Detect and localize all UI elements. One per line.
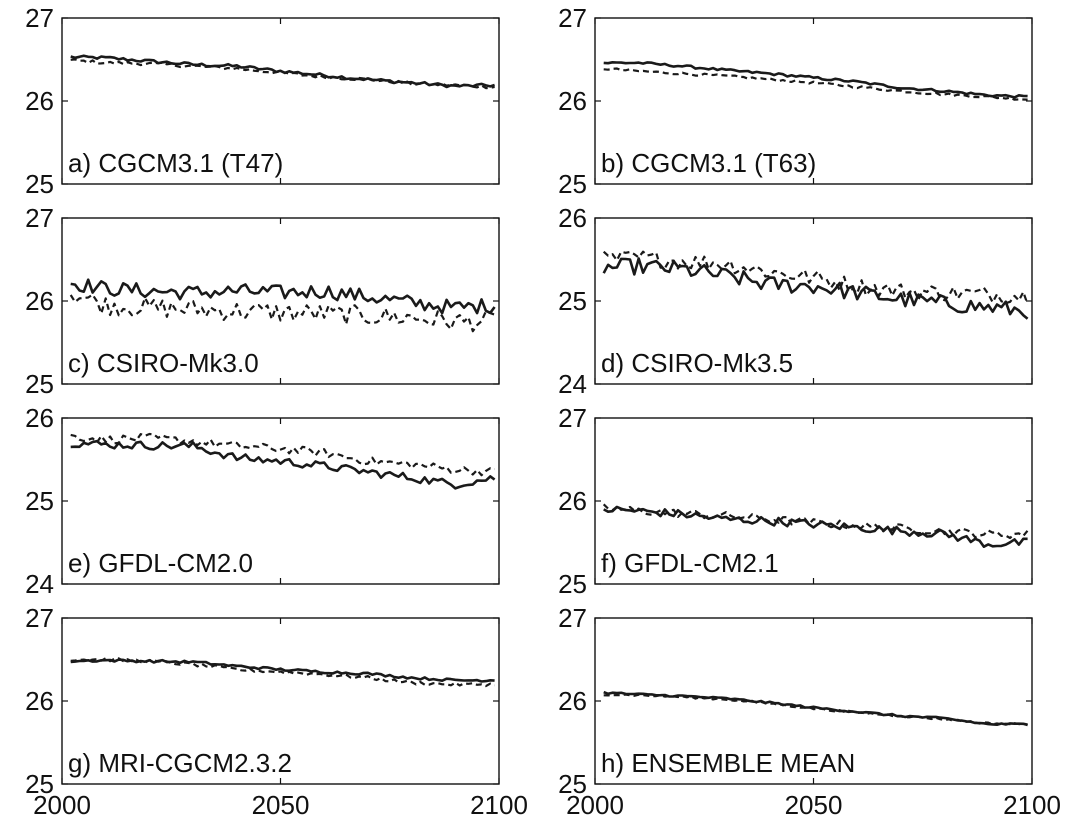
series-line-dashed — [603, 67, 1028, 101]
y-tick-label: 26 — [558, 203, 587, 233]
panel-h: 25 26 27 2000 2050 2100 h) ENSEMBLE MEAN — [558, 603, 1061, 820]
y-tick-label: 24 — [25, 569, 54, 599]
panel-b: 25 26 27 b) CGCM3.1 (T63) — [558, 3, 1033, 199]
series-line-dashed — [602, 250, 1029, 305]
x-tick-label: 2100 — [1003, 790, 1061, 820]
series-line-solid — [602, 257, 1029, 320]
y-tick-label: 27 — [25, 3, 54, 33]
panel-d: 24 25 26 d) CSIRO-Mk3.5 — [558, 203, 1033, 399]
y-tick-label: 25 — [558, 569, 587, 599]
y-tick-label: 25 — [558, 769, 587, 799]
x-tick-label: 2050 — [252, 790, 310, 820]
panel-label: c) CSIRO-Mk3.0 — [68, 348, 259, 378]
panel-label: f) GFDL-CM2.1 — [601, 548, 779, 578]
series-line-dashed — [602, 503, 1029, 540]
series-line-dashed — [603, 693, 1028, 727]
y-tick-label: 25 — [25, 369, 54, 399]
panel-label: g) MRI-CGCM2.3.2 — [68, 748, 292, 778]
panel-f: 25 26 27 f) GFDL-CM2.1 — [558, 403, 1033, 599]
panel-label: b) CGCM3.1 (T63) — [601, 148, 816, 178]
y-tick-label: 26 — [558, 686, 587, 716]
y-tick-label: 26 — [25, 86, 54, 116]
y-tick-label: 25 — [558, 286, 587, 316]
panel-e: 24 25 26 e) GFDL-CM2.0 — [25, 403, 500, 599]
series-line-solid — [603, 61, 1028, 99]
y-tick-label: 27 — [558, 403, 587, 433]
y-tick-label: 25 — [25, 769, 54, 799]
y-tick-label: 25 — [25, 169, 54, 199]
series-line-solid — [603, 505, 1028, 548]
panel-a: 25 26 27 a) CGCM3.1 (T47) — [25, 3, 500, 199]
panel-g: 25 26 27 2000 2050 2100 g) MRI-CGCM2.3.2 — [25, 603, 528, 820]
x-tick-label: 2000 — [33, 790, 91, 820]
y-tick-label: 26 — [25, 686, 54, 716]
y-tick-label: 25 — [558, 169, 587, 199]
y-tick-label: 25 — [25, 486, 54, 516]
panel-label: a) CGCM3.1 (T47) — [68, 148, 283, 178]
y-tick-label: 27 — [558, 3, 587, 33]
y-tick-label: 26 — [558, 86, 587, 116]
series-line-dashed — [70, 657, 496, 688]
series-line-dashed — [70, 432, 495, 477]
series-line-solid — [70, 439, 496, 490]
panel-c: 25 26 27 c) CSIRO-Mk3.0 — [25, 203, 500, 399]
panel-label: h) ENSEMBLE MEAN — [601, 748, 855, 778]
y-tick-label: 26 — [25, 403, 54, 433]
panel-label: d) CSIRO-Mk3.5 — [601, 348, 793, 378]
y-tick-label: 24 — [558, 369, 587, 399]
series-line-dashed — [69, 293, 495, 333]
x-tick-label: 2100 — [470, 790, 528, 820]
y-tick-label: 27 — [558, 603, 587, 633]
y-tick-label: 26 — [558, 486, 587, 516]
y-tick-label: 27 — [25, 203, 54, 233]
series-line-dashed — [70, 58, 495, 90]
y-tick-label: 26 — [25, 286, 54, 316]
x-tick-label: 2000 — [566, 790, 624, 820]
series-line-solid — [70, 278, 496, 315]
panel-label: e) GFDL-CM2.0 — [68, 548, 253, 578]
series-line-solid — [70, 658, 495, 683]
x-tick-label: 2050 — [785, 790, 843, 820]
y-tick-label: 27 — [25, 603, 54, 633]
